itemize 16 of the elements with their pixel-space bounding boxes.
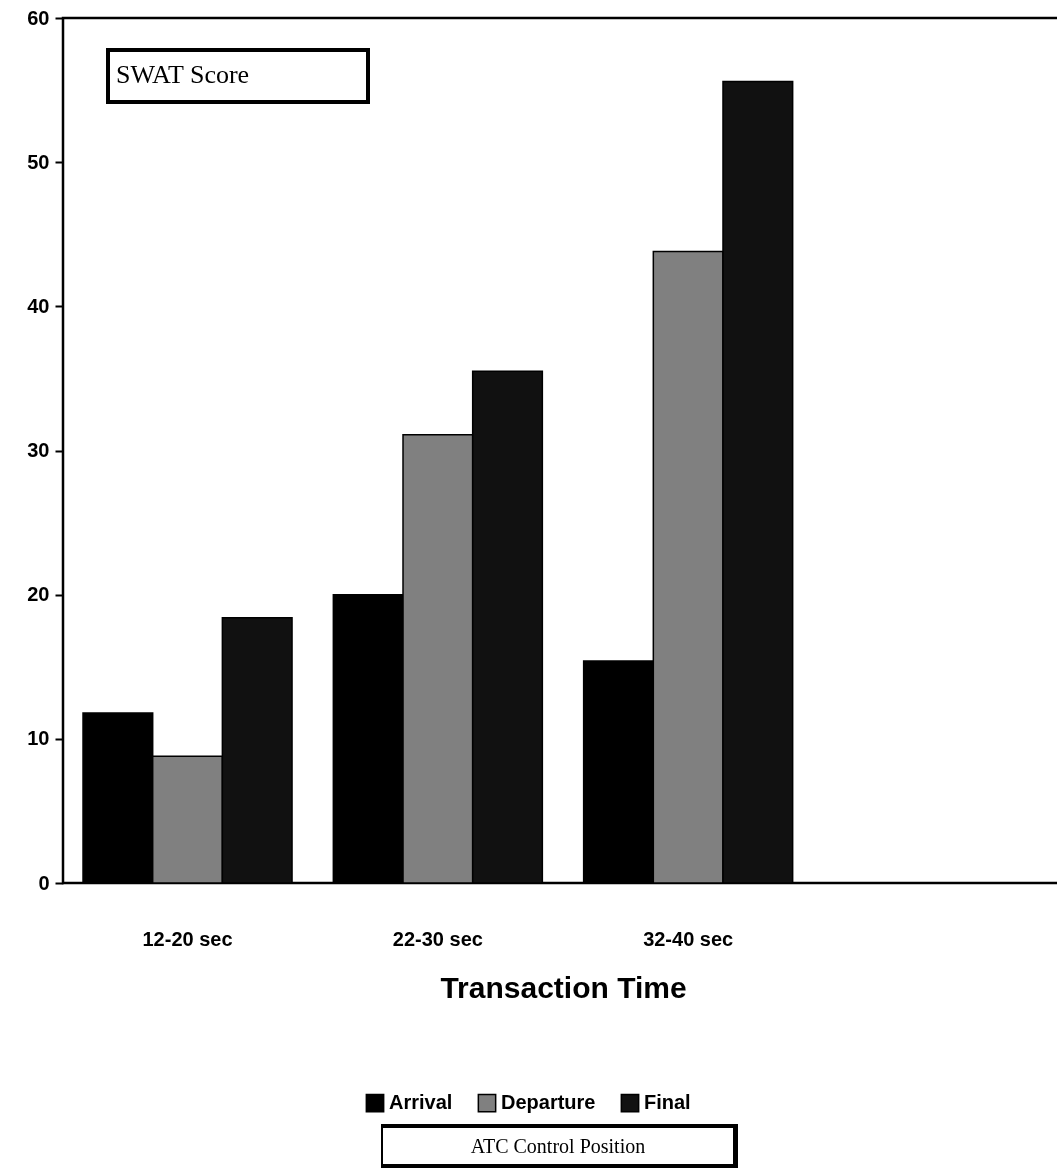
y-tick-label: 30 — [27, 439, 50, 461]
y-tick-label: 50 — [27, 150, 50, 173]
y-tick-label: 40 — [27, 294, 50, 317]
legend-label: Departure — [501, 1091, 596, 1114]
legend-label: Final — [644, 1091, 691, 1114]
label-box: ATC Control Position — [381, 1124, 738, 1168]
x-tick-label: 12-20 sec — [142, 927, 233, 950]
y-tick-label: 20 — [27, 583, 50, 606]
y-tick-label: 60 — [27, 6, 50, 29]
y-tick-label: 0 — [38, 871, 50, 894]
x-tick-label: 22-30 sec — [392, 927, 483, 950]
y-tick-label: 10 — [27, 727, 50, 750]
x-tick-label: 32-40 sec — [643, 927, 734, 950]
label-box: SWAT Score — [106, 48, 370, 104]
legend-label: Arrival — [389, 1091, 453, 1114]
x-axis-title: Transaction Time — [440, 970, 687, 1004]
